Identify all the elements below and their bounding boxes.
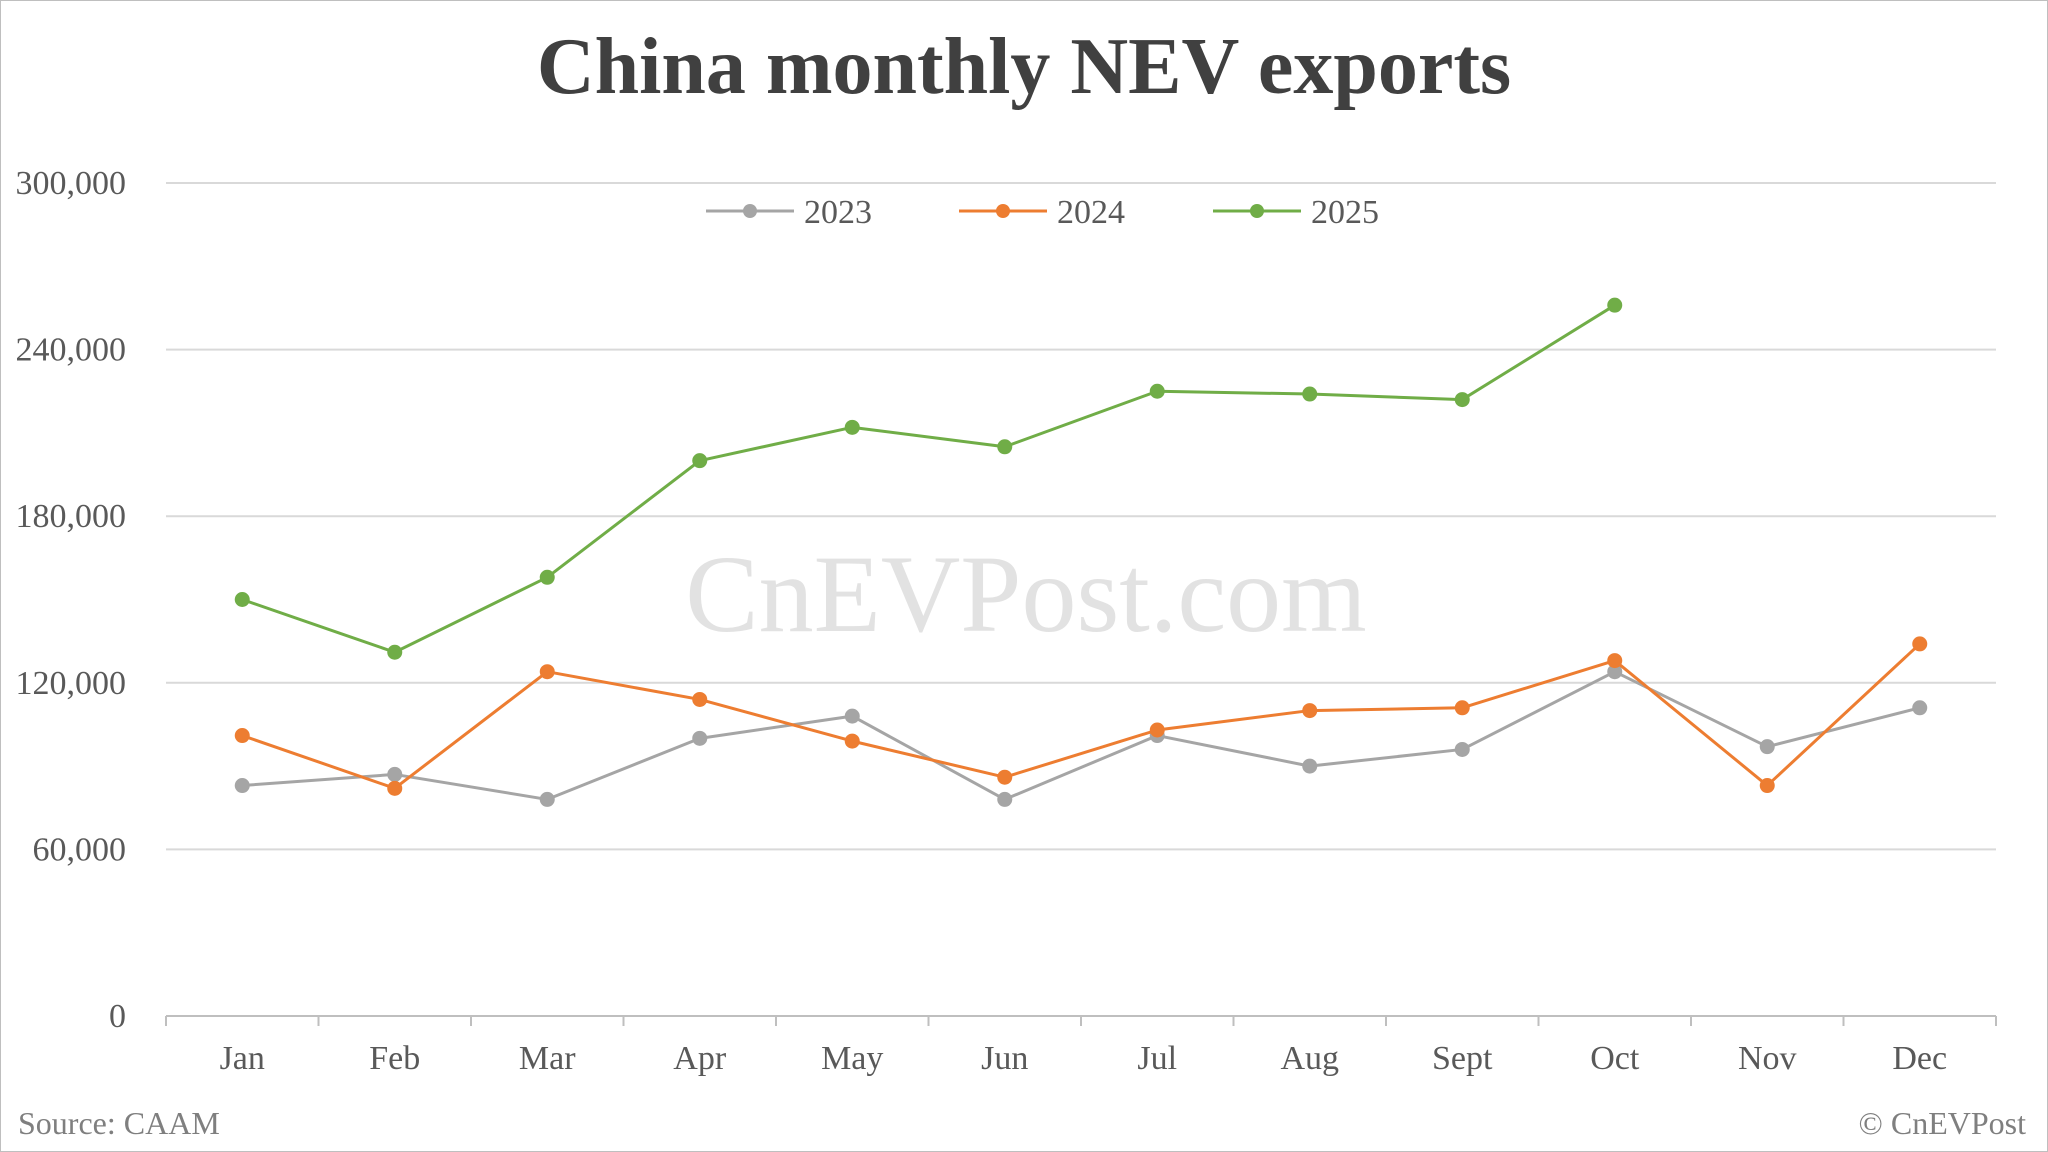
data-point-2023-Nov bbox=[1759, 739, 1775, 755]
watermark: CnEVPost.com bbox=[685, 533, 1366, 655]
series-2025 bbox=[234, 297, 1623, 660]
data-point-2023-Jan bbox=[234, 778, 250, 794]
x-tick-label: May bbox=[821, 1040, 883, 1077]
x-tick-label: Jul bbox=[1137, 1040, 1177, 1077]
series-line-2024 bbox=[241, 642, 1921, 790]
y-tick-label: 120,000 bbox=[16, 665, 127, 702]
data-point-2025-Mar bbox=[539, 569, 555, 585]
data-point-2024-May bbox=[844, 733, 860, 749]
data-point-2025-Aug bbox=[1302, 386, 1318, 402]
y-tick-label: 180,000 bbox=[16, 498, 127, 535]
data-point-2024-Dec bbox=[1912, 636, 1928, 652]
x-tick-label: Feb bbox=[369, 1040, 420, 1077]
x-tick-label: Apr bbox=[673, 1040, 727, 1077]
legend-marker bbox=[996, 204, 1010, 218]
x-tick-label: Jan bbox=[220, 1040, 265, 1077]
data-point-2023-Mar bbox=[539, 791, 555, 807]
x-tick-label: Sept bbox=[1432, 1040, 1493, 1077]
legend-label: 2024 bbox=[1057, 194, 1125, 231]
data-point-2025-May bbox=[844, 419, 860, 435]
credit-label: © CnEVPost bbox=[1859, 1105, 2027, 1141]
series-2024 bbox=[234, 636, 1928, 796]
data-point-2024-Sept bbox=[1454, 700, 1470, 716]
x-tick-label: Mar bbox=[519, 1040, 576, 1077]
legend-marker bbox=[1250, 204, 1264, 218]
data-point-2025-Oct bbox=[1607, 297, 1623, 313]
x-tick-label: Nov bbox=[1738, 1040, 1797, 1077]
data-point-2024-Jan bbox=[234, 728, 250, 744]
legend-label: 2023 bbox=[804, 194, 872, 231]
data-point-2025-Feb bbox=[387, 644, 403, 660]
y-tick-label: 60,000 bbox=[33, 831, 127, 868]
axes: 0 60,000 120,000 180,000 240,000 300,000 Jan Fe… bbox=[16, 165, 1997, 1077]
data-point-2023-May bbox=[844, 708, 860, 724]
data-point-2024-Oct bbox=[1607, 653, 1623, 669]
data-point-2025-Sept bbox=[1454, 392, 1470, 408]
source-label: Source: CAAM bbox=[18, 1105, 220, 1141]
data-point-2024-Jul bbox=[1149, 722, 1165, 738]
x-tick-label: Dec bbox=[1892, 1040, 1947, 1077]
data-point-2024-Jun bbox=[997, 769, 1013, 785]
series-line-2025 bbox=[241, 303, 1616, 654]
data-point-2024-Apr bbox=[692, 691, 708, 707]
data-point-2023-Jun bbox=[997, 791, 1013, 807]
series-2023 bbox=[234, 664, 1928, 807]
data-point-2023-Feb bbox=[387, 766, 403, 782]
data-point-2024-Nov bbox=[1759, 778, 1775, 794]
data-point-2024-Aug bbox=[1302, 703, 1318, 719]
chart-title: China monthly NEV exports bbox=[537, 23, 1511, 111]
x-tick-label: Oct bbox=[1590, 1040, 1640, 1077]
data-point-2024-Mar bbox=[539, 664, 555, 680]
data-point-2025-Jul bbox=[1149, 383, 1165, 399]
data-point-2023-Aug bbox=[1302, 758, 1318, 774]
data-point-2025-Apr bbox=[692, 453, 708, 469]
data-point-2024-Feb bbox=[387, 780, 403, 796]
legend-item-2024: 2024 bbox=[959, 194, 1125, 231]
data-point-2023-Apr bbox=[692, 730, 708, 746]
data-point-2023-Sept bbox=[1454, 741, 1470, 757]
gridlines bbox=[166, 182, 1996, 851]
legend-item-2025: 2025 bbox=[1213, 194, 1379, 231]
y-tick-label: 300,000 bbox=[16, 165, 127, 202]
legend-marker bbox=[743, 204, 757, 218]
x-tick-label: Jun bbox=[981, 1040, 1028, 1077]
y-tick-label: 240,000 bbox=[16, 332, 127, 369]
legend: 2023 2024 2025 bbox=[706, 194, 1379, 231]
legend-item-2023: 2023 bbox=[706, 194, 872, 231]
series-line-2023 bbox=[242, 670, 1921, 801]
series bbox=[234, 297, 1928, 807]
data-point-2025-Jan bbox=[234, 592, 250, 607]
y-tick-label: 0 bbox=[109, 998, 126, 1035]
data-point-2023-Dec bbox=[1912, 700, 1928, 716]
data-point-2025-Jun bbox=[997, 439, 1013, 455]
data-point-2023-Oct bbox=[1607, 664, 1623, 680]
legend-label: 2025 bbox=[1311, 194, 1379, 231]
x-tick-label: Aug bbox=[1280, 1040, 1339, 1077]
